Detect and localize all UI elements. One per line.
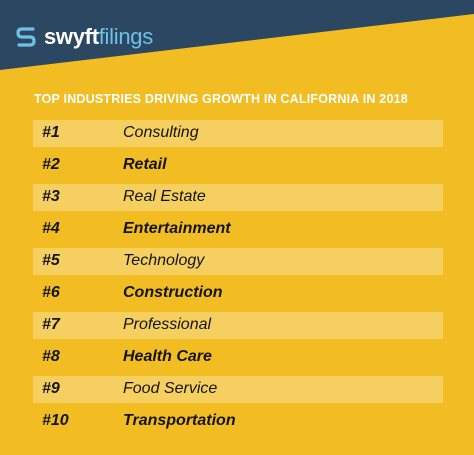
list-item: #7 Professional [33,312,443,339]
rank-label: #7 [42,316,60,333]
swyft-logo-icon [16,27,36,47]
industry-name: Consulting [123,124,199,141]
list-item: #6 Construction [33,280,443,307]
rank-label: #3 [42,188,60,205]
rank-label: #10 [42,412,69,429]
industry-name: Technology [123,252,205,269]
industry-name: Food Service [123,380,218,397]
page-title: TOP INDUSTRIES DRIVING GROWTH IN CALIFOR… [34,92,408,106]
rank-label: #2 [42,156,60,173]
list-item: #1 Consulting [33,120,443,147]
rank-label: #4 [42,220,60,237]
industry-name: Entertainment [123,220,231,237]
list-item: #5 Technology [33,248,443,275]
list-item: #10 Transportation [33,408,443,435]
rank-label: #6 [42,284,60,301]
rank-label: #1 [42,124,60,141]
industry-name: Health Care [123,348,212,365]
list-item: #4 Entertainment [33,216,443,243]
rank-label: #8 [42,348,60,365]
industry-name: Construction [123,284,223,301]
industry-list: #1 Consulting #2 Retail #3 Real Estate #… [33,120,443,440]
brand-logo: swyftfilings [14,22,153,52]
list-item: #2 Retail [33,152,443,179]
industry-name: Retail [123,156,167,173]
list-item: #3 Real Estate [33,184,443,211]
industry-name: Real Estate [123,188,206,205]
rank-label: #5 [42,252,60,269]
industry-name: Professional [123,316,212,333]
brand-name-filings: filings [98,24,153,49]
brand-name-swyft: swyft [44,24,99,49]
list-item: #8 Health Care [33,344,443,371]
industry-name: Transportation [123,412,236,429]
brand-name: swyftfilings [44,26,153,48]
list-item: #9 Food Service [33,376,443,403]
rank-label: #9 [42,380,60,397]
